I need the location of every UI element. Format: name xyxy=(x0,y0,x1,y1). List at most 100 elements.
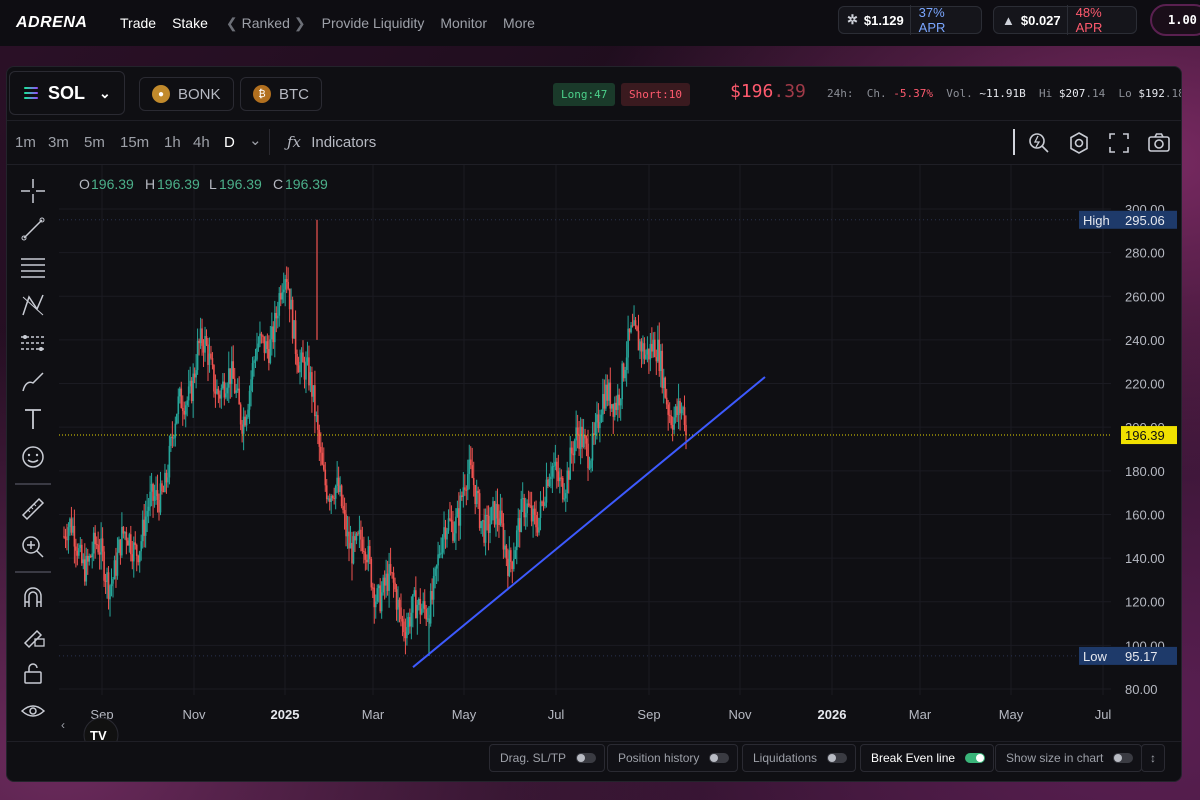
candle-body xyxy=(636,326,638,331)
asset-btc[interactable]: ₿ BTC xyxy=(240,77,322,111)
candle-body xyxy=(579,426,582,449)
ruler-icon[interactable] xyxy=(19,495,47,523)
x-tick-label: May xyxy=(452,707,477,722)
expand-vertical-button[interactable]: ↕ xyxy=(1141,744,1165,772)
indicators-button[interactable]: ƒx Indicators xyxy=(287,133,376,151)
candle-body xyxy=(489,523,491,533)
candle-body xyxy=(444,527,447,540)
candle-body xyxy=(177,396,180,415)
tf-d[interactable]: D xyxy=(224,134,235,151)
asset-bonk[interactable]: ● BONK xyxy=(139,77,234,111)
asset-main-label: SOL xyxy=(48,82,86,103)
candle-body xyxy=(143,519,145,536)
low-label-value: 95.17 xyxy=(1125,649,1158,664)
fullscreen-icon[interactable] xyxy=(1105,129,1133,157)
nav-provide-liquidity[interactable]: Provide Liquidity xyxy=(321,15,425,31)
current-price-label: 196.39 xyxy=(1121,426,1177,445)
nav-ranked[interactable]: ❮ Ranked ❯ xyxy=(226,15,306,32)
toggle-position-history[interactable]: Position history xyxy=(607,744,739,772)
adx-price-pill[interactable]: ✲ $1.129 37% APR xyxy=(838,5,982,35)
crosshair-icon[interactable] xyxy=(19,177,47,205)
candle-body xyxy=(499,510,502,526)
tf-more-chevron-icon[interactable]: ⌄ xyxy=(249,132,262,149)
settings-icon[interactable] xyxy=(1065,129,1093,157)
tf-1h[interactable]: 1h xyxy=(164,134,181,151)
nav-monitor[interactable]: Monitor xyxy=(440,15,488,31)
candle-body xyxy=(76,550,79,556)
candle-body xyxy=(544,502,546,506)
toggle-switch[interactable] xyxy=(965,753,986,763)
candle-body xyxy=(376,588,379,602)
nav-more[interactable]: More xyxy=(503,15,535,31)
candle-body xyxy=(422,601,425,609)
camera-icon[interactable] xyxy=(1145,129,1173,157)
toggle-drag-sltp[interactable]: Drag. SL/TP xyxy=(489,744,606,772)
prediction-icon[interactable] xyxy=(19,329,47,357)
quick-search-icon[interactable] xyxy=(1025,129,1053,157)
candle-body xyxy=(643,343,646,359)
stat-lo-label: Lo xyxy=(1118,87,1132,100)
tf-15m[interactable]: 15m xyxy=(120,134,150,151)
eye-icon[interactable] xyxy=(19,697,47,725)
candle-body xyxy=(561,477,564,500)
collapse-arrow-icon: ‹ xyxy=(61,718,65,732)
toggle-break-even-line[interactable]: Break Even line xyxy=(860,744,995,772)
toggle-switch[interactable] xyxy=(1113,753,1134,763)
logo[interactable]: ADRENA xyxy=(16,14,88,31)
candle-body xyxy=(639,341,641,351)
candle-body xyxy=(682,407,684,410)
candle-body xyxy=(104,580,107,582)
asset-selector[interactable]: SOL ⌄ xyxy=(9,71,125,115)
ohlc-c: 196.39 xyxy=(285,176,328,192)
candle-body xyxy=(86,555,89,562)
sol-logo-icon xyxy=(24,87,38,99)
toggle-switch[interactable] xyxy=(827,753,848,763)
asset-btc-label: BTC xyxy=(279,85,309,103)
nav-stake[interactable]: Stake xyxy=(172,15,208,31)
candle-body xyxy=(113,560,116,580)
candle-body xyxy=(585,438,588,444)
candle-body xyxy=(461,495,463,497)
trend-line-icon[interactable] xyxy=(19,215,47,243)
candle-body xyxy=(92,532,95,554)
toggle-liquidations[interactable]: Liquidations xyxy=(742,744,857,772)
brush-icon[interactable] xyxy=(19,367,47,395)
tf-4h[interactable]: 4h xyxy=(193,134,210,151)
alp-price-pill[interactable]: ▲ $0.027 48% APR xyxy=(993,5,1137,35)
candle-body xyxy=(357,533,359,535)
candle-body xyxy=(266,341,269,349)
candle-body xyxy=(367,546,370,563)
tf-5m[interactable]: 5m xyxy=(84,134,105,151)
magnet-icon[interactable] xyxy=(19,583,47,611)
pattern-icon[interactable] xyxy=(19,291,47,319)
alp-apr: 48% APR xyxy=(1066,5,1136,35)
tf-1m[interactable]: 1m xyxy=(15,134,36,151)
zoom-in-icon[interactable] xyxy=(19,533,47,561)
candle-body xyxy=(311,372,313,397)
laurel-right-icon: ❯ xyxy=(293,14,306,31)
price-chart[interactable]: 300.00280.00260.00240.00220.00200.00180.… xyxy=(59,165,1182,741)
candle-body xyxy=(631,325,634,327)
nav-trade[interactable]: Trade xyxy=(120,15,157,31)
candle-body xyxy=(144,516,147,536)
toggle-switch[interactable] xyxy=(709,753,730,763)
x-tick-label: Jul xyxy=(548,707,565,722)
candle-body xyxy=(324,469,327,486)
toggle-switch[interactable] xyxy=(576,753,597,763)
fib-retracement-icon[interactable] xyxy=(19,253,47,281)
x-tick-label: Nov xyxy=(182,707,206,722)
emoji-icon[interactable] xyxy=(19,443,47,471)
x-tick-label: Jul xyxy=(1095,707,1112,722)
wallet-balance-button[interactable]: 1.00 xyxy=(1150,4,1200,36)
lock-drawing-icon[interactable] xyxy=(19,621,47,649)
text-tool-icon[interactable] xyxy=(19,405,47,433)
candle-body xyxy=(397,599,399,610)
candle-body xyxy=(354,536,356,541)
candle-body xyxy=(110,583,113,587)
stat-vol-label: Vol. xyxy=(946,87,973,100)
candle-body xyxy=(192,373,194,402)
tf-3m[interactable]: 3m xyxy=(48,134,69,151)
unlock-icon[interactable] xyxy=(19,659,47,687)
toggle-show-size[interactable]: Show size in chart xyxy=(995,744,1143,772)
y-tick-label: 180.00 xyxy=(1125,464,1165,479)
